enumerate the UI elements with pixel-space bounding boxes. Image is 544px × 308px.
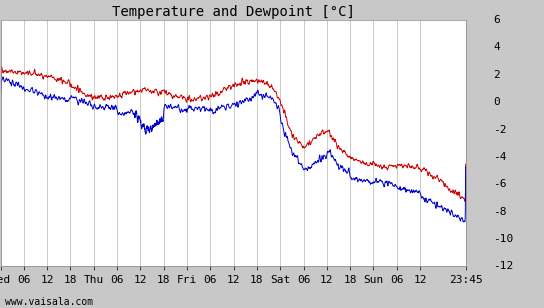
Title: Temperature and Dewpoint [°C]: Temperature and Dewpoint [°C] — [112, 5, 355, 19]
Text: 0: 0 — [493, 97, 500, 107]
Text: -4: -4 — [493, 152, 506, 162]
Text: 4: 4 — [493, 43, 500, 52]
Text: www.vaisala.com: www.vaisala.com — [5, 297, 94, 307]
Text: 6: 6 — [493, 15, 500, 25]
Text: -6: -6 — [493, 179, 506, 189]
Text: 2: 2 — [493, 70, 500, 80]
Text: -2: -2 — [493, 124, 506, 135]
Text: -10: -10 — [493, 234, 514, 244]
Text: -8: -8 — [493, 207, 506, 217]
Text: -12: -12 — [493, 261, 514, 271]
